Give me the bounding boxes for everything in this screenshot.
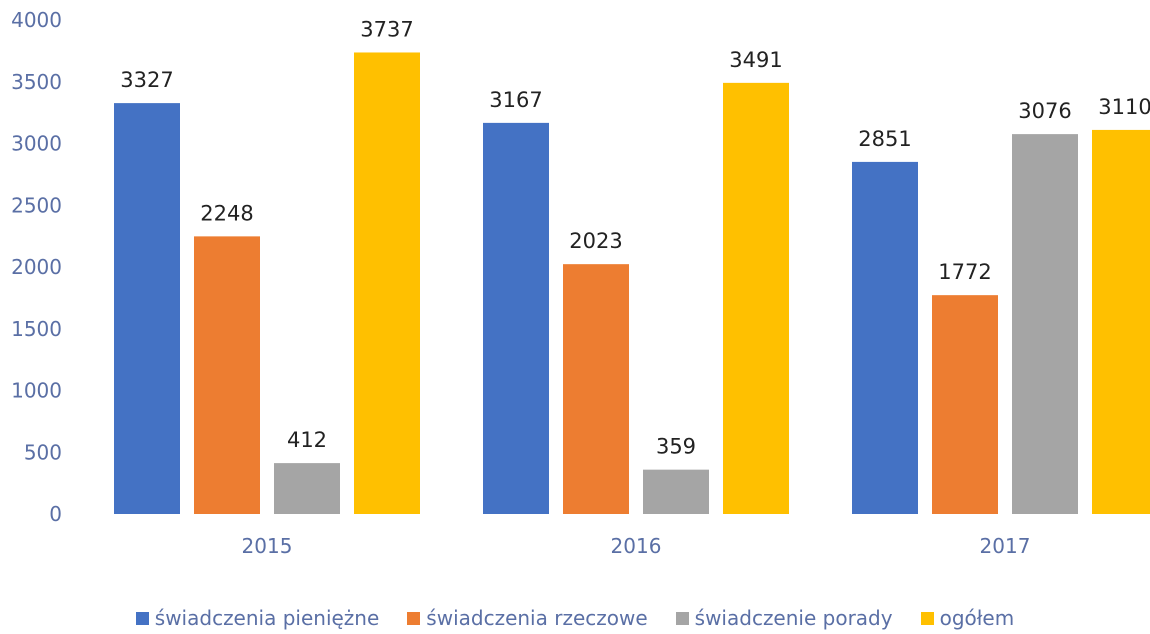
bar-2015-series-0 xyxy=(114,103,180,514)
y-tick-label: 3500 xyxy=(11,70,62,94)
data-label: 2248 xyxy=(200,201,253,225)
data-label: 2023 xyxy=(569,229,622,253)
legend-item: świadczenie porady xyxy=(675,606,893,630)
bar-2015-series-3 xyxy=(354,52,420,514)
legend-label: świadczenia rzeczowe xyxy=(426,606,648,630)
bar-2017-series-1 xyxy=(932,295,998,514)
y-tick-label: 3000 xyxy=(11,132,62,156)
data-label: 3110 xyxy=(1098,95,1150,119)
bar-2015-series-2 xyxy=(274,463,340,514)
legend-label: świadczenia pieniężne xyxy=(154,606,380,630)
data-label: 3076 xyxy=(1018,99,1071,123)
bar-2015-series-1 xyxy=(194,236,260,514)
chart-legend: świadczenia pieniężne świadczenia rzeczow… xyxy=(0,606,1150,630)
legend-item: świadczenia pieniężne xyxy=(135,606,380,630)
legend-swatch xyxy=(135,611,149,625)
x-tick-label: 2016 xyxy=(611,534,662,558)
y-tick-label: 1000 xyxy=(11,379,62,403)
bar-2017-series-0 xyxy=(852,161,918,515)
data-label: 3491 xyxy=(729,48,782,72)
legend-item: ogółem xyxy=(920,606,1015,630)
bar-2016-series-2 xyxy=(643,469,709,514)
data-label: 1772 xyxy=(938,260,991,284)
legend-swatch xyxy=(920,611,934,625)
legend-label: ogółem xyxy=(939,606,1015,630)
data-label: 3737 xyxy=(360,17,413,41)
bar-2016-series-3 xyxy=(723,82,789,514)
data-label: 3167 xyxy=(489,88,542,112)
legend-item: świadczenia rzeczowe xyxy=(407,606,648,630)
bar-2016-series-1 xyxy=(563,264,629,514)
bar-chart-plot: 0 500 1000 1500 2000 2500 3000 3500 4000 3327 2248… xyxy=(11,8,1150,558)
legend-label: świadczenie porady xyxy=(694,606,893,630)
x-tick-label: 2017 xyxy=(980,534,1031,558)
data-label: 359 xyxy=(656,435,696,459)
y-tick-label: 1500 xyxy=(11,317,62,341)
data-label: 412 xyxy=(287,428,327,452)
y-tick-label: 2500 xyxy=(11,193,62,217)
y-tick-label: 2000 xyxy=(11,255,62,279)
bar-2016-series-0 xyxy=(483,122,549,515)
data-label: 2851 xyxy=(858,127,911,151)
x-tick-label: 2015 xyxy=(242,534,293,558)
legend-swatch xyxy=(675,611,689,625)
data-label: 3327 xyxy=(120,68,173,92)
bar-2017-series-3 xyxy=(1092,129,1150,515)
y-tick-label: 0 xyxy=(49,502,62,526)
bar-2017-series-2 xyxy=(1012,134,1078,514)
legend-swatch xyxy=(407,611,421,625)
y-tick-label: 500 xyxy=(24,440,62,464)
y-tick-label: 4000 xyxy=(11,8,62,32)
